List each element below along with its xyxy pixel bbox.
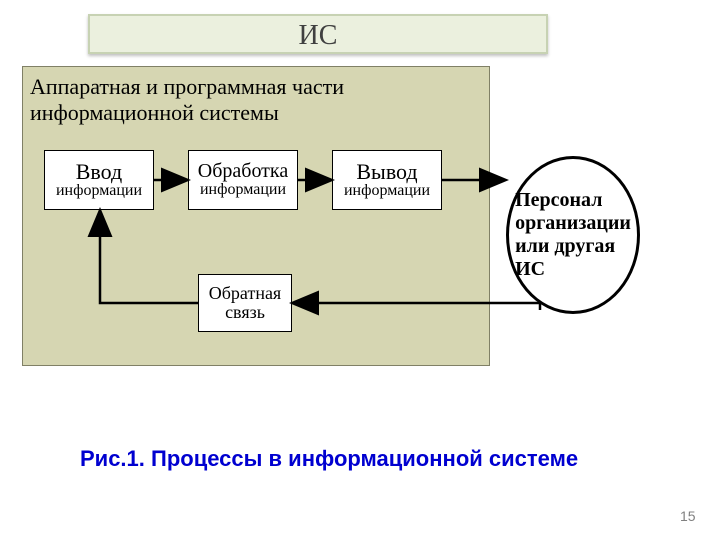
page-number: 15 xyxy=(680,508,696,524)
node-feedback-title: Обратная xyxy=(209,284,281,303)
node-feedback-sub: связь xyxy=(225,303,265,322)
title-text: ИС xyxy=(299,20,338,51)
node-input: Ввод информации xyxy=(44,150,154,210)
node-input-title: Ввод xyxy=(76,160,122,183)
system-label: Аппаратная и программная части информаци… xyxy=(30,74,344,127)
page-number-text: 15 xyxy=(680,508,696,524)
system-label-line2: информационной системы xyxy=(30,100,344,126)
node-input-sub: информации xyxy=(56,183,142,200)
system-label-line1: Аппаратная и программная части xyxy=(30,74,344,100)
personnel-ellipse: Персонал организации или другая ИС xyxy=(506,156,640,314)
node-output-title: Вывод xyxy=(356,160,417,183)
node-process-title: Обработка xyxy=(198,161,288,182)
node-output: Вывод информации xyxy=(332,150,442,210)
caption-text: Рис.1. Процессы в информационной системе xyxy=(80,446,578,471)
node-output-sub: информации xyxy=(344,183,430,200)
node-process-sub: информации xyxy=(200,182,286,199)
caption: Рис.1. Процессы в информационной системе xyxy=(80,446,578,472)
title-box: ИС xyxy=(88,14,548,54)
node-feedback: Обратная связь xyxy=(198,274,292,332)
personnel-text: Персонал организации или другая ИС xyxy=(515,189,631,281)
node-process: Обработка информации xyxy=(188,150,298,210)
